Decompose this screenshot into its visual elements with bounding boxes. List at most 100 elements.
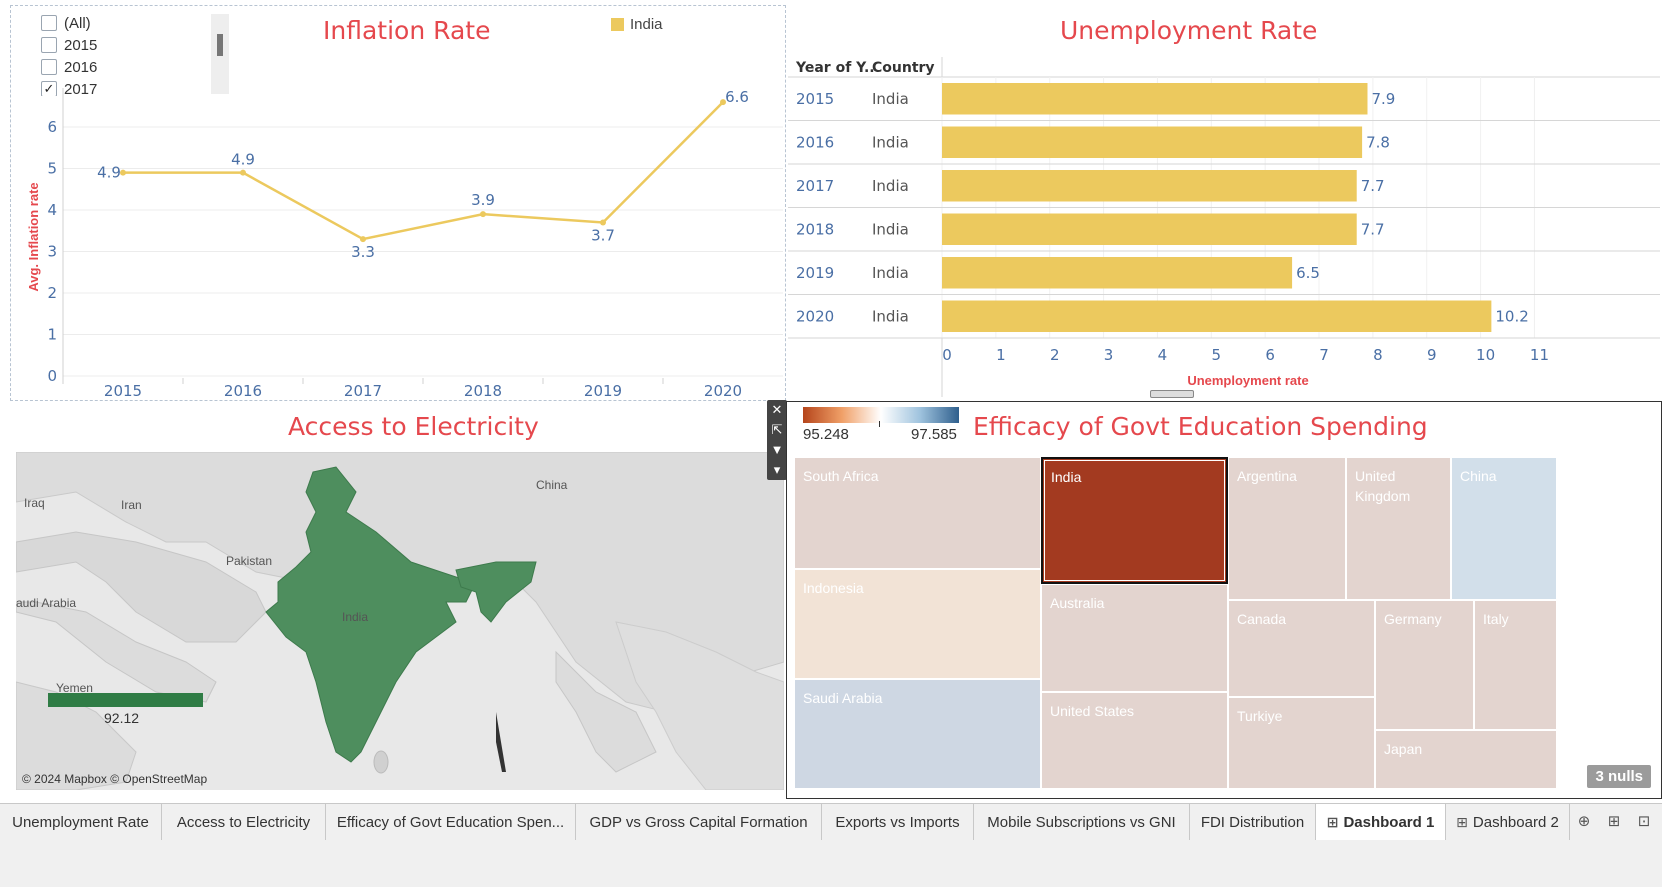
x-tick-label: 2015 bbox=[104, 382, 142, 400]
new-dashboard-icon[interactable]: ⊞ bbox=[1607, 813, 1621, 830]
row-year: 2019 bbox=[796, 264, 834, 282]
map-legend-bar[interactable] bbox=[48, 693, 203, 707]
treemap-tile[interactable]: China bbox=[1451, 457, 1557, 600]
map-label-china: China bbox=[536, 478, 568, 492]
year-filter-item-2016[interactable]: 2016 bbox=[41, 56, 221, 78]
map-label-pakistan: Pakistan bbox=[226, 554, 273, 568]
efficacy-education-spending-panel: 95.248 97.585 Efficacy of Govt Education… bbox=[786, 401, 1662, 799]
treemap-tile[interactable]: United States bbox=[1041, 692, 1228, 789]
tab-dashboard-1[interactable]: ⊞ Dashboard 1 bbox=[1316, 804, 1446, 840]
map-attribution[interactable]: © 2024 Mapbox © OpenStreetMap bbox=[22, 772, 208, 786]
bar bbox=[942, 126, 1363, 158]
year-filter-label: 2015 bbox=[64, 36, 98, 54]
checkbox-checked[interactable]: ✓ bbox=[41, 81, 57, 96]
inflation-line-chart[interactable]: 0 1 2 3 4 5 6 2015 2016 2017 2018 2019 2020 Avg. Infl… bbox=[11, 6, 787, 402]
treemap-tile[interactable]: Italy bbox=[1474, 600, 1557, 730]
unemployment-bar-chart[interactable]: Year of Y..Country 0 1 2 3 4 5 6 7 8 9 10 11 2015 Indi… bbox=[788, 5, 1660, 400]
row-year: 2015 bbox=[796, 90, 834, 108]
year-filter-label: (All) bbox=[64, 14, 91, 32]
year-filter-item-2015[interactable]: 2015 bbox=[41, 34, 221, 56]
tab-fdi-distribution[interactable]: FDI Distribution bbox=[1190, 804, 1316, 840]
data-point bbox=[480, 211, 486, 218]
data-point bbox=[600, 219, 606, 226]
access-to-electricity-panel: Access to Electricity Iraq Iran Pakistan… bbox=[10, 402, 786, 798]
map-label-india: India bbox=[342, 610, 369, 624]
year-filter-item-all[interactable]: (All) bbox=[41, 12, 221, 34]
tab-access-to-electricity[interactable]: Access to Electricity bbox=[162, 804, 326, 840]
y-tick-label: 1 bbox=[47, 326, 57, 344]
map-view[interactable]: Iraq Iran Pakistan China India audi Arab… bbox=[16, 452, 784, 790]
treemap-tile[interactable]: Japan bbox=[1375, 730, 1557, 789]
checkbox[interactable] bbox=[41, 37, 57, 53]
data-point bbox=[120, 169, 126, 176]
dashboard-object-toolbar[interactable]: ✕ ⇱ ▼ ▾ bbox=[767, 400, 787, 480]
tab-dashboard-2[interactable]: ⊞ Dashboard 2 bbox=[1446, 804, 1570, 840]
row-country: India bbox=[872, 177, 909, 195]
treemap-tile[interactable]: United Kingdom bbox=[1346, 457, 1451, 600]
tab-gdp-vs-gross-capital[interactable]: GDP vs Gross Capital Formation bbox=[576, 804, 822, 840]
y-tick-label: 0 bbox=[47, 367, 57, 385]
filter-icon[interactable]: ▼ bbox=[770, 442, 784, 457]
treemap-tile[interactable]: Germany bbox=[1375, 600, 1474, 730]
checkbox[interactable] bbox=[41, 59, 57, 75]
close-icon[interactable]: ✕ bbox=[771, 402, 783, 417]
treemap[interactable]: South Africa India Argentina United Kingdom… bbox=[794, 457, 1656, 792]
tab-label: FDI Distribution bbox=[1200, 813, 1305, 831]
x-tick-label: 2018 bbox=[464, 382, 502, 400]
x-tick-label: 2 bbox=[1050, 346, 1060, 364]
tile-label: United States bbox=[1050, 703, 1135, 719]
tab-unemployment-rate[interactable]: Unemployment Rate bbox=[0, 804, 162, 840]
more-options-icon[interactable]: ▾ bbox=[773, 462, 781, 477]
year-filter-item-2017[interactable]: ✓ 2017 bbox=[41, 78, 221, 96]
x-tick-label: 2020 bbox=[704, 382, 742, 400]
resize-handle[interactable] bbox=[1150, 390, 1194, 398]
x-tick-label: 2017 bbox=[344, 382, 382, 400]
x-tick-label: 5 bbox=[1212, 346, 1222, 364]
treemap-tile[interactable]: South Africa bbox=[794, 457, 1041, 569]
bar-value-label: 7.7 bbox=[1361, 221, 1385, 239]
legend-min: 95.248 bbox=[803, 426, 849, 443]
year-filter-scrollbar[interactable] bbox=[211, 14, 229, 94]
row-year: 2020 bbox=[796, 308, 834, 326]
column-header-country: Country bbox=[872, 60, 935, 76]
row-country: India bbox=[872, 134, 909, 152]
row-country: India bbox=[872, 90, 909, 108]
treemap-tile[interactable]: Indonesia bbox=[794, 569, 1041, 679]
new-worksheet-icon[interactable]: ⊕ bbox=[1577, 813, 1591, 830]
treemap-tile[interactable]: Australia bbox=[1041, 584, 1228, 692]
treemap-tile[interactable]: Turkiye bbox=[1228, 697, 1375, 789]
tab-exports-vs-imports[interactable]: Exports vs Imports bbox=[822, 804, 974, 840]
treemap-tile[interactable]: Canada bbox=[1228, 600, 1375, 697]
data-point bbox=[240, 169, 246, 176]
treemap-tile[interactable]: Saudi Arabia bbox=[794, 679, 1041, 789]
electricity-title: Access to Electricity bbox=[288, 412, 539, 441]
x-tick-label: 11 bbox=[1530, 346, 1549, 364]
tile-label: Japan bbox=[1384, 741, 1423, 757]
new-story-icon[interactable]: ⊡ bbox=[1637, 813, 1651, 830]
x-tick-label: 8 bbox=[1373, 346, 1383, 364]
treemap-tile[interactable]: Argentina bbox=[1228, 457, 1346, 600]
treemap-tile[interactable]: India bbox=[1041, 457, 1228, 584]
tab-label: Dashboard 2 bbox=[1472, 813, 1559, 831]
row-year: 2016 bbox=[796, 134, 834, 152]
open-external-icon[interactable]: ⇱ bbox=[771, 422, 783, 437]
map-label-yemen: Yemen bbox=[56, 681, 93, 695]
nulls-indicator[interactable]: 3 nulls bbox=[1587, 765, 1651, 788]
map-label-iran: Iran bbox=[121, 498, 142, 512]
tab-label: Mobile Subscriptions vs GNI bbox=[987, 813, 1176, 831]
year-filter-label: 2017 bbox=[64, 80, 98, 97]
legend-swatch bbox=[611, 18, 624, 31]
scrollbar-thumb[interactable] bbox=[217, 34, 223, 56]
inflation-legend[interactable]: India bbox=[611, 16, 663, 33]
checkbox[interactable] bbox=[41, 15, 57, 31]
tab-mobile-subscriptions[interactable]: Mobile Subscriptions vs GNI bbox=[974, 804, 1190, 840]
bar bbox=[942, 83, 1368, 115]
tab-efficacy-education[interactable]: Efficacy of Govt Education Spen... bbox=[326, 804, 576, 840]
map-label-saudi-arabia: audi Arabia bbox=[16, 596, 77, 610]
x-axis-label: Unemployment rate bbox=[1187, 373, 1308, 388]
year-filter[interactable]: (All) 2015 2016 ✓ 2017 bbox=[41, 12, 221, 96]
color-legend-gradient[interactable] bbox=[803, 407, 959, 423]
unemployment-title: Unemployment Rate bbox=[1060, 16, 1318, 45]
x-tick-label: 3 bbox=[1104, 346, 1114, 364]
tile-label: United Kingdom bbox=[1355, 468, 1411, 504]
